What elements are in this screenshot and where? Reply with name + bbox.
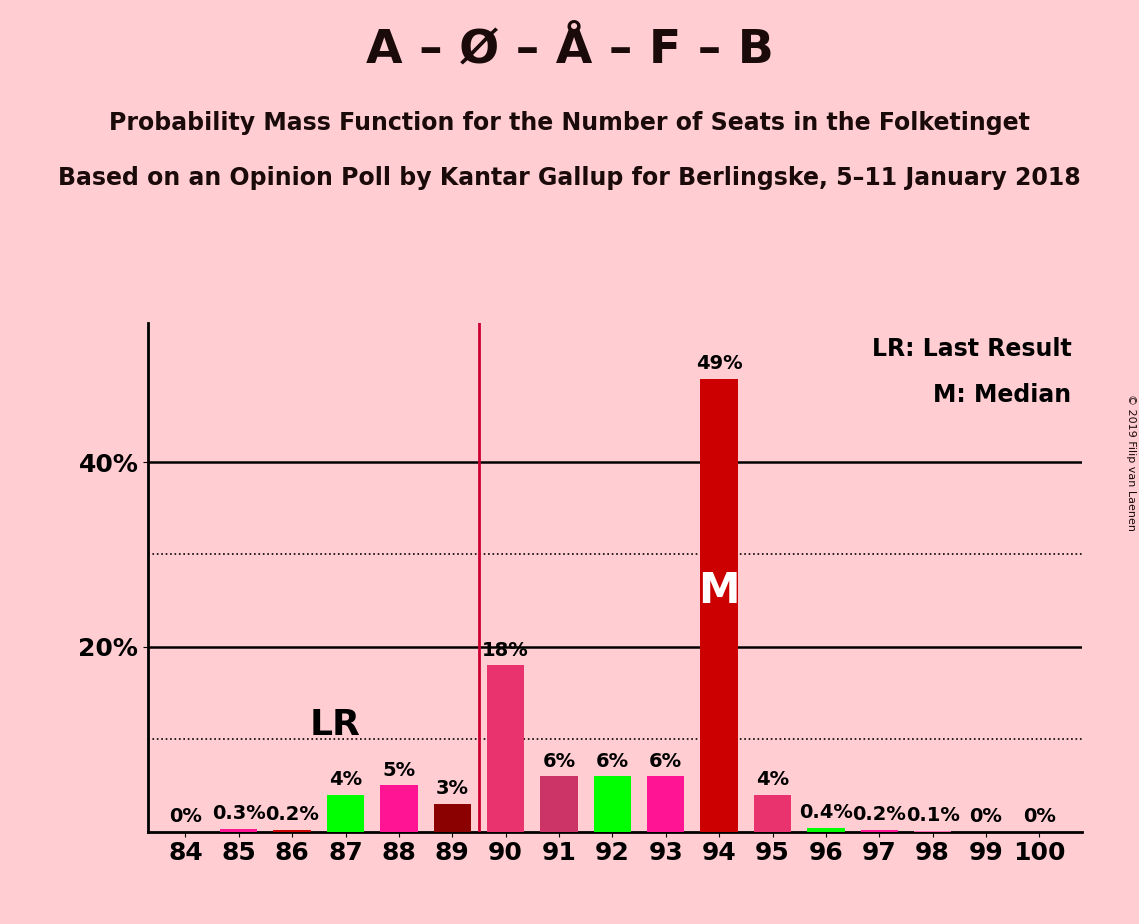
Text: LR: LR — [310, 709, 360, 742]
Text: M: Median: M: Median — [933, 383, 1072, 407]
Bar — [273, 830, 311, 832]
Bar — [913, 831, 951, 832]
Text: Probability Mass Function for the Number of Seats in the Folketinget: Probability Mass Function for the Number… — [109, 111, 1030, 135]
Text: 0%: 0% — [169, 807, 202, 826]
Bar — [808, 828, 844, 832]
Text: 49%: 49% — [696, 354, 743, 373]
Text: 6%: 6% — [649, 751, 682, 771]
Text: 0.3%: 0.3% — [212, 804, 265, 823]
Text: © 2019 Filip van Laenen: © 2019 Filip van Laenen — [1126, 394, 1136, 530]
Text: M: M — [698, 570, 740, 613]
Text: 0.1%: 0.1% — [906, 806, 959, 825]
Text: 4%: 4% — [756, 770, 789, 789]
Text: 3%: 3% — [436, 779, 469, 798]
Bar — [487, 665, 524, 832]
Bar — [861, 830, 898, 832]
Bar — [754, 795, 792, 832]
Text: 0.2%: 0.2% — [265, 805, 319, 824]
Text: 0.4%: 0.4% — [798, 803, 853, 822]
Text: 4%: 4% — [329, 770, 362, 789]
Bar — [647, 776, 685, 832]
Text: LR: Last Result: LR: Last Result — [871, 337, 1072, 361]
Bar — [700, 379, 738, 832]
Bar — [327, 795, 364, 832]
Bar — [540, 776, 577, 832]
Text: Based on an Opinion Poll by Kantar Gallup for Berlingske, 5–11 January 2018: Based on an Opinion Poll by Kantar Gallu… — [58, 166, 1081, 190]
Bar — [593, 776, 631, 832]
Bar — [434, 804, 470, 832]
Text: 5%: 5% — [383, 760, 416, 780]
Text: 18%: 18% — [482, 640, 528, 660]
Text: 0%: 0% — [1023, 807, 1056, 826]
Text: 0%: 0% — [969, 807, 1002, 826]
Bar — [220, 829, 257, 832]
Text: A – Ø – Å – F – B: A – Ø – Å – F – B — [366, 28, 773, 73]
Bar — [380, 785, 418, 832]
Text: 0.2%: 0.2% — [852, 805, 907, 824]
Text: 6%: 6% — [596, 751, 629, 771]
Text: 6%: 6% — [542, 751, 575, 771]
